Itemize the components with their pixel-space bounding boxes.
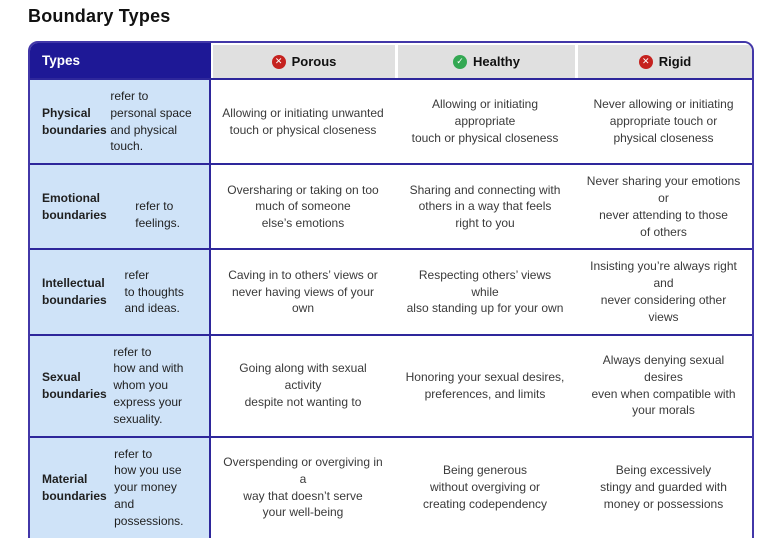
rigid-cell: Insisting you’re always right and never …: [590, 259, 737, 324]
table-header-row: Types ✕ Porous ✓ Healthy ✕ Rigid: [30, 43, 752, 78]
porous-cell: Going along with sexual activity despite…: [239, 361, 367, 409]
row-type-cell: Material boundaries refer to how you use…: [30, 437, 211, 538]
rigid-cell: Never allowing or initiating appropriate…: [593, 97, 734, 145]
boundary-term: Physical boundaries: [42, 105, 107, 137]
porous-cell: Oversharing or taking on too much of som…: [227, 182, 379, 231]
porous-cell: Overspending or overgiving in a way that…: [223, 454, 383, 520]
boundary-term: Sexual boundaries: [42, 369, 107, 401]
table-row-emotional: Emotional boundaries refer to feelings. …: [30, 163, 752, 249]
check-circle-icon: ✓: [453, 54, 468, 69]
rigid-cell: Being excessively stingy and guarded wit…: [600, 463, 727, 511]
column-header-healthy: ✓ Healthy: [395, 43, 575, 78]
healthy-cell: Allowing or initiating appropriate touch…: [411, 97, 559, 145]
boundary-desc: refer to feelings.: [135, 199, 180, 231]
row-type-cell: Physical boundaries refer to personal sp…: [30, 80, 211, 164]
x-circle-icon: ✕: [271, 54, 286, 69]
boundary-term: Intellectual boundaries: [42, 276, 107, 307]
row-type-cell: Intellectual boundaries refer to thought…: [30, 250, 211, 334]
boundary-desc: refer to thoughts and ideas.: [124, 267, 184, 316]
healthy-cell: Being generous without overgiving or cre…: [422, 463, 548, 511]
table-row-physical: Physical boundaries refer to personal sp…: [30, 78, 752, 164]
page-title: Boundary Types: [28, 6, 171, 26]
column-header-label: Healthy: [473, 54, 520, 69]
table-row-intellectual: Intellectual boundaries refer to thought…: [30, 248, 752, 334]
boundary-desc: refer to how you use your money and poss…: [114, 446, 184, 528]
row-type-cell: Emotional boundaries refer to feelings.: [30, 165, 211, 249]
table-row-sexual: Sexual boundaries refer to how and with …: [30, 333, 752, 436]
column-header-types: Types: [30, 43, 211, 78]
table-row-material: Material boundaries refer to how you use…: [30, 435, 752, 538]
rigid-cell: Always denying sexual desires even when …: [591, 352, 736, 418]
column-header-rigid: ✕ Rigid: [575, 43, 752, 78]
x-circle-icon: ✕: [638, 54, 653, 69]
rigid-cell: Never sharing your emotions or never att…: [586, 174, 741, 239]
column-header-porous: ✕ Porous: [211, 43, 395, 78]
healthy-cell: Respecting others’ views while also stan…: [406, 267, 564, 316]
boundary-types-table: Types ✕ Porous ✓ Healthy ✕ Rigid Physica…: [28, 41, 754, 538]
healthy-cell: Sharing and connecting with others in a …: [409, 182, 561, 231]
porous-cell: Allowing or initiating unwanted touch or…: [222, 105, 384, 137]
boundary-desc: refer to personal space and physical tou…: [110, 89, 192, 154]
boundary-desc: refer to how and with whom you express y…: [113, 344, 184, 426]
column-header-label: Rigid: [658, 54, 692, 69]
porous-cell: Caving in to others’ views or never havi…: [228, 267, 378, 316]
column-header-label: Porous: [291, 54, 337, 69]
boundary-term: Emotional boundaries: [42, 190, 107, 222]
healthy-cell: Honoring your sexual desires, preference…: [405, 369, 565, 401]
boundary-term: Material boundaries: [42, 471, 107, 503]
row-type-cell: Sexual boundaries refer to how and with …: [30, 335, 211, 436]
